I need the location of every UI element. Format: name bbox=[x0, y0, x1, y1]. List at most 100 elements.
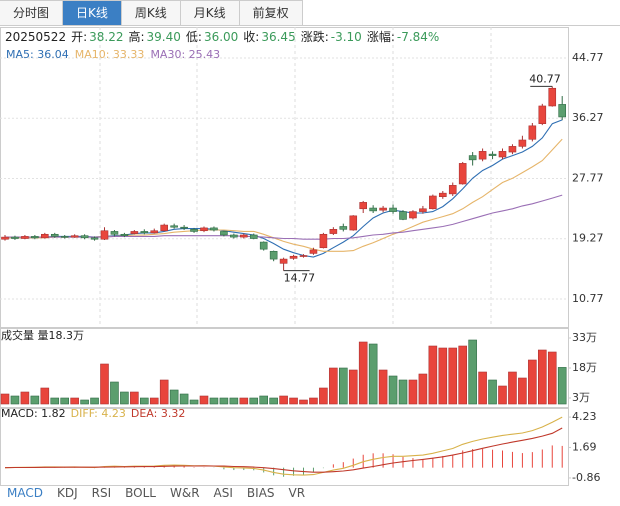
candle-body bbox=[90, 237, 99, 240]
quote-label: 收: bbox=[243, 30, 260, 44]
volume-bar bbox=[468, 339, 477, 405]
candle-body bbox=[379, 207, 387, 211]
candle-body bbox=[289, 255, 298, 259]
volume-bar bbox=[120, 391, 129, 405]
volume-bar bbox=[140, 397, 149, 405]
volume-bar bbox=[249, 397, 259, 405]
candle-body bbox=[279, 258, 288, 264]
candle-body bbox=[140, 231, 149, 234]
max-label: 40.77 bbox=[529, 72, 561, 85]
series-line bbox=[5, 119, 563, 258]
volume-bar bbox=[10, 395, 20, 405]
volume-bar bbox=[319, 387, 328, 405]
date: 20250522 bbox=[5, 30, 67, 44]
tab[interactable]: 前复权 bbox=[239, 0, 303, 26]
candle-body bbox=[269, 250, 278, 260]
volume-bar bbox=[309, 397, 318, 405]
candle-body bbox=[448, 185, 457, 195]
candle-body bbox=[21, 236, 29, 239]
candle-body bbox=[240, 234, 248, 238]
indicator-tab[interactable]: RSI bbox=[91, 486, 112, 500]
candle-body bbox=[80, 235, 89, 239]
series-line bbox=[5, 194, 563, 240]
volume-bar bbox=[269, 397, 278, 405]
y-tick-label: 10.77 bbox=[572, 292, 604, 305]
candle-body bbox=[160, 224, 168, 232]
volume-bar bbox=[229, 397, 239, 405]
volume-bar bbox=[358, 341, 368, 405]
volume-bar bbox=[159, 379, 169, 405]
y-tick-label: 4.23 bbox=[572, 410, 597, 423]
volume-bar bbox=[259, 395, 269, 405]
candle-body bbox=[70, 235, 79, 238]
legend-entry: MA30: 25.43 bbox=[150, 48, 220, 61]
candle-body bbox=[220, 231, 228, 236]
indicator-tab[interactable]: MACD bbox=[7, 486, 43, 500]
volume-bar bbox=[199, 395, 209, 405]
quote-label: 涨跌: bbox=[300, 30, 329, 44]
candle-body bbox=[1, 236, 9, 240]
y-tick-label: 1.69 bbox=[572, 440, 597, 453]
volume-bar bbox=[448, 347, 458, 405]
indicator-tab[interactable]: VR bbox=[288, 486, 306, 500]
candle-body bbox=[488, 153, 497, 156]
candle-body bbox=[478, 151, 487, 160]
y-tick-label: 27.77 bbox=[572, 171, 604, 184]
candle-body bbox=[399, 211, 407, 220]
volume-bar bbox=[289, 397, 298, 405]
legend-entry: DEA: 3.32 bbox=[131, 407, 185, 420]
volume-bar bbox=[458, 345, 468, 405]
candle-body bbox=[100, 230, 109, 240]
volume-bar bbox=[179, 393, 189, 405]
volume-bar bbox=[388, 375, 398, 405]
quote-label: 开: bbox=[71, 30, 88, 44]
series-line bbox=[4, 416, 563, 476]
candle-body bbox=[389, 207, 397, 212]
volume-bar bbox=[398, 379, 408, 405]
y-tick-label: 19.27 bbox=[572, 232, 604, 245]
candle-body bbox=[339, 226, 348, 230]
volume-bar bbox=[30, 395, 40, 405]
y-tick-label: 33万 bbox=[572, 331, 597, 344]
tab[interactable]: 分时图 bbox=[0, 0, 64, 26]
tab[interactable]: 日K线 bbox=[63, 0, 122, 26]
candle-body bbox=[518, 139, 527, 147]
quote-value: 36.45 bbox=[261, 30, 296, 44]
candle-body bbox=[458, 163, 467, 185]
quote-value: -3.10 bbox=[330, 30, 362, 44]
volume-bar bbox=[547, 351, 557, 405]
volume-bar bbox=[408, 379, 418, 405]
candle-body bbox=[11, 236, 19, 239]
tab[interactable]: 月K线 bbox=[180, 0, 240, 26]
volume-bar bbox=[80, 399, 89, 405]
candle-body bbox=[249, 234, 258, 239]
quote-value: 38.22 bbox=[89, 30, 124, 44]
volume-bar bbox=[498, 385, 507, 405]
indicator-tab[interactable]: BOLL bbox=[125, 486, 156, 500]
candle-body bbox=[309, 249, 318, 254]
candle-body bbox=[180, 226, 188, 229]
candle-body bbox=[40, 233, 49, 239]
candle-body bbox=[349, 215, 358, 231]
period-tabs: 分时图 日K线 周K线 月K线 前复权 bbox=[0, 0, 303, 26]
series-line bbox=[4, 427, 563, 473]
volume-bar bbox=[428, 345, 438, 405]
y-tick-label: -0.86 bbox=[572, 471, 600, 484]
volume-bar bbox=[488, 379, 497, 405]
candle-body bbox=[299, 255, 308, 257]
volume-bar bbox=[368, 343, 378, 405]
y-tick-label: 36.27 bbox=[572, 111, 604, 124]
indicator-tab[interactable]: KDJ bbox=[56, 486, 78, 500]
candle-body bbox=[438, 192, 447, 198]
quote-line: 20250522 开: 38.22 高: 39.40 低: 36.00 收: 36.45 涨跌: -… bbox=[5, 28, 439, 45]
indicator-tab[interactable]: BIAS bbox=[246, 486, 275, 500]
volume-bar bbox=[338, 367, 348, 405]
indicator-tab[interactable]: W&R bbox=[169, 486, 200, 500]
tab[interactable]: 周K线 bbox=[121, 0, 181, 26]
volume-bar bbox=[378, 369, 388, 405]
volume-bar bbox=[130, 391, 139, 405]
indicator-tabs: MACD KDJ RSI BOLL W&R ASI BIAS VR bbox=[0, 486, 312, 500]
volume-bar bbox=[149, 397, 159, 405]
volume-bar bbox=[0, 393, 10, 405]
indicator-tab[interactable]: ASI bbox=[213, 486, 233, 500]
